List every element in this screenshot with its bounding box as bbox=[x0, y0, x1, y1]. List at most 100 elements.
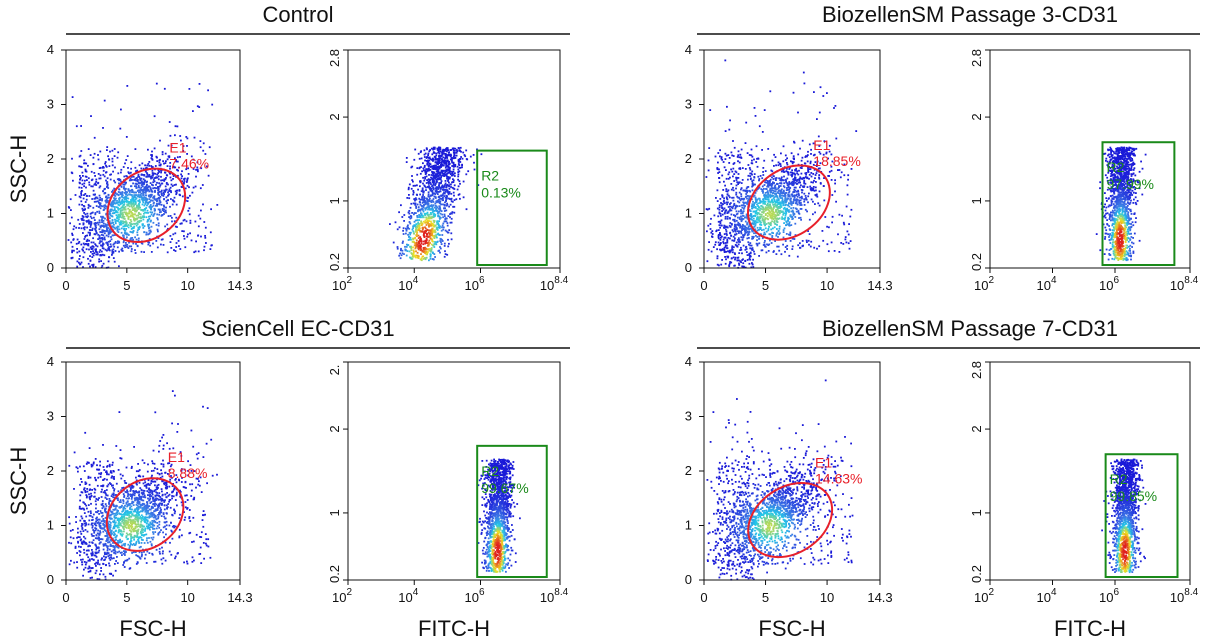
event-dot bbox=[428, 179, 431, 182]
event-dot bbox=[741, 252, 743, 255]
event-dot bbox=[418, 219, 420, 221]
event-dot bbox=[156, 181, 158, 184]
event-dot bbox=[721, 203, 724, 205]
event-dot bbox=[138, 189, 141, 192]
event-dot bbox=[735, 227, 738, 229]
event-dot bbox=[138, 220, 141, 222]
event-dot bbox=[793, 188, 796, 191]
event-dot bbox=[430, 217, 433, 220]
event-dot bbox=[428, 199, 431, 202]
event-dot bbox=[113, 260, 116, 263]
event-dot bbox=[146, 183, 148, 186]
event-dot bbox=[160, 203, 163, 206]
event-dot bbox=[442, 164, 445, 167]
event-dot bbox=[106, 185, 109, 187]
event-dot bbox=[747, 201, 749, 204]
event-dot bbox=[97, 233, 100, 236]
event-dot bbox=[721, 235, 723, 238]
event-dot bbox=[90, 179, 93, 182]
event-dot bbox=[92, 237, 94, 240]
event-dot bbox=[741, 179, 744, 181]
event-dot bbox=[148, 174, 151, 176]
event-dot bbox=[732, 230, 735, 233]
event-dot bbox=[119, 178, 122, 181]
event-dot bbox=[741, 217, 743, 220]
event-dot bbox=[429, 234, 432, 237]
event-dot bbox=[453, 199, 456, 201]
event-dot bbox=[449, 176, 451, 179]
event-dot bbox=[173, 196, 176, 199]
event-dot bbox=[734, 229, 736, 231]
event-dot bbox=[753, 204, 755, 207]
event-dot bbox=[458, 170, 461, 173]
event-dot bbox=[738, 230, 741, 233]
event-dot bbox=[411, 257, 414, 260]
event-dot bbox=[95, 250, 97, 253]
event-dot bbox=[803, 82, 806, 85]
event-dot bbox=[740, 195, 743, 198]
event-dot bbox=[742, 235, 745, 238]
event-dot bbox=[791, 237, 794, 240]
event-dot bbox=[158, 200, 161, 202]
event-dot bbox=[767, 222, 770, 224]
event-dot bbox=[82, 197, 85, 200]
event-dot bbox=[774, 156, 777, 158]
event-dot bbox=[107, 187, 110, 189]
event-dot bbox=[750, 205, 753, 207]
event-dot bbox=[98, 194, 101, 197]
event-dot bbox=[815, 194, 817, 197]
event-dot bbox=[731, 239, 734, 242]
event-dot bbox=[163, 87, 166, 90]
event-dot bbox=[424, 246, 426, 249]
event-dot bbox=[762, 192, 764, 194]
event-dot bbox=[791, 245, 794, 248]
event-dot bbox=[758, 178, 761, 180]
event-dot bbox=[729, 222, 732, 224]
event-dot bbox=[736, 223, 739, 226]
event-dot bbox=[729, 217, 731, 220]
event-dot bbox=[122, 220, 125, 223]
event-dot bbox=[439, 155, 442, 157]
event-dot bbox=[195, 240, 197, 243]
event-dot bbox=[144, 187, 146, 190]
event-dot bbox=[415, 212, 417, 214]
event-dot bbox=[189, 222, 192, 224]
event-dot bbox=[740, 148, 743, 151]
event-dot bbox=[113, 245, 116, 248]
event-dot bbox=[421, 189, 424, 192]
event-dot bbox=[130, 179, 132, 182]
event-dot bbox=[746, 223, 748, 226]
event-dot bbox=[454, 156, 457, 159]
event-dot bbox=[447, 160, 450, 163]
event-dot bbox=[435, 165, 437, 167]
event-dot bbox=[78, 250, 81, 253]
event-dot bbox=[73, 249, 75, 252]
event-dot bbox=[104, 248, 107, 251]
event-dot bbox=[435, 152, 438, 155]
event-dot bbox=[424, 208, 427, 211]
event-dot bbox=[818, 190, 821, 193]
event-dot bbox=[121, 214, 124, 217]
event-dot bbox=[785, 221, 788, 224]
event-dot bbox=[432, 258, 435, 261]
event-dot bbox=[742, 198, 745, 201]
event-dot bbox=[124, 224, 126, 227]
event-dot bbox=[392, 241, 395, 244]
event-dot bbox=[92, 254, 95, 257]
event-dot bbox=[419, 201, 421, 204]
event-dot bbox=[757, 175, 760, 178]
event-dot bbox=[444, 189, 446, 191]
event-dot bbox=[71, 234, 74, 236]
event-dot bbox=[719, 213, 722, 215]
event-dot bbox=[762, 190, 764, 193]
event-dot bbox=[747, 164, 750, 166]
event-dot bbox=[89, 232, 91, 235]
event-dot bbox=[826, 92, 828, 94]
event-dot bbox=[750, 148, 753, 151]
event-dot bbox=[441, 213, 444, 216]
event-dot bbox=[167, 199, 169, 201]
event-dot bbox=[772, 203, 774, 206]
event-dot bbox=[751, 159, 753, 162]
event-dot bbox=[739, 168, 742, 170]
event-dot bbox=[800, 202, 802, 204]
